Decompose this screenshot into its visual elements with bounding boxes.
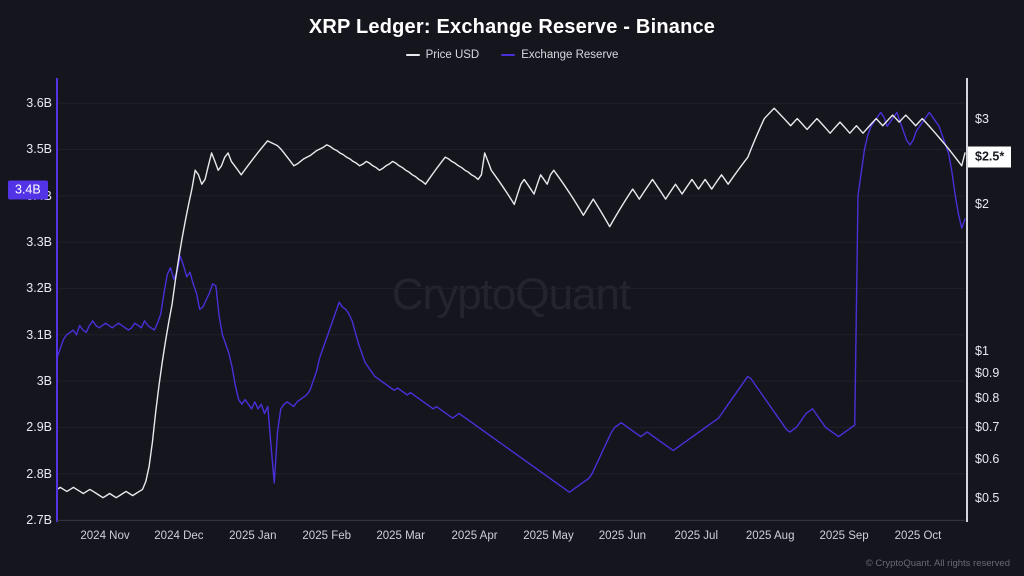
- x-tick-2025-mar: 2025 Mar: [376, 530, 425, 542]
- right-axis-value-badge: $2.5*: [968, 146, 1012, 168]
- y-left-tick-3.2B: 3.2B: [26, 281, 52, 296]
- copyright-notice: © CryptoQuant. All rights reserved: [865, 558, 1010, 569]
- legend-dash-exchange-reserve: [501, 54, 516, 56]
- x-tick-2025-jul: 2025 Jul: [674, 530, 719, 542]
- series-lines: [56, 107, 966, 499]
- x-tick-2025-jun: 2025 Jun: [598, 530, 647, 542]
- y-left-tick-3.5B: 3.5B: [26, 142, 52, 157]
- y-left-tick-2.8B: 2.8B: [26, 466, 52, 481]
- y-right-tick-05: $0.5: [975, 490, 1000, 505]
- legend-item-exchange-reserve[interactable]: Exchange Reserve: [501, 49, 618, 61]
- x-tick-2025-feb: 2025 Feb: [302, 530, 352, 542]
- legend-item-price-usd[interactable]: Price USD: [405, 49, 480, 61]
- axis-left-spine: [56, 78, 58, 522]
- y-right-tick-09: $0.9: [975, 366, 1000, 381]
- y-right-tick-08: $0.8: [975, 391, 1000, 406]
- y-left-tick-3B: 3B: [36, 374, 52, 389]
- x-tick-2025-aug: 2025 Aug: [745, 530, 795, 542]
- y-right-tick-1: $1: [975, 344, 989, 359]
- chart-legend: Price USD Exchange Reserve: [0, 49, 1024, 61]
- y-left-tick-3.1B: 3.1B: [26, 327, 52, 342]
- y-left-tick-2.7B: 2.7B: [26, 513, 52, 527]
- axis-right-spine: [966, 78, 968, 522]
- y-right-tick-07: $0.7: [975, 419, 1000, 434]
- x-tick-2025-may: 2025 May: [523, 530, 574, 542]
- legend-dash-price-usd: [405, 54, 420, 56]
- x-tick-2025-sep: 2025 Sep: [819, 530, 869, 542]
- legend-label-price-usd: Price USD: [425, 49, 480, 61]
- axis-bottom-spine: [57, 520, 965, 521]
- y-right-tick-3: $3: [975, 111, 989, 126]
- x-tick-2025-oct: 2025 Oct: [894, 530, 942, 542]
- page-title: XRP Ledger: Exchange Reserve - Binance: [308, 16, 716, 38]
- left-axis-value-badge: 3.4B: [8, 180, 48, 200]
- y-right-tick-06: $0.6: [975, 452, 1000, 467]
- y-left-tick-2.9B: 2.9B: [26, 420, 52, 435]
- x-tick-2024-nov: 2024 Nov: [80, 530, 130, 542]
- x-tick-2025-apr: 2025 Apr: [451, 530, 498, 542]
- x-tick-2025-jan: 2025 Jan: [229, 530, 277, 542]
- legend-label-exchange-reserve: Exchange Reserve: [521, 49, 619, 61]
- y-left-tick-3.6B: 3.6B: [26, 96, 52, 111]
- plot-area[interactable]: CryptoQuant: [56, 80, 966, 521]
- x-tick-2024-dec: 2024 Dec: [154, 530, 204, 542]
- y-right-tick-2: $2: [975, 197, 989, 212]
- y-left-tick-3.3B: 3.3B: [26, 235, 52, 250]
